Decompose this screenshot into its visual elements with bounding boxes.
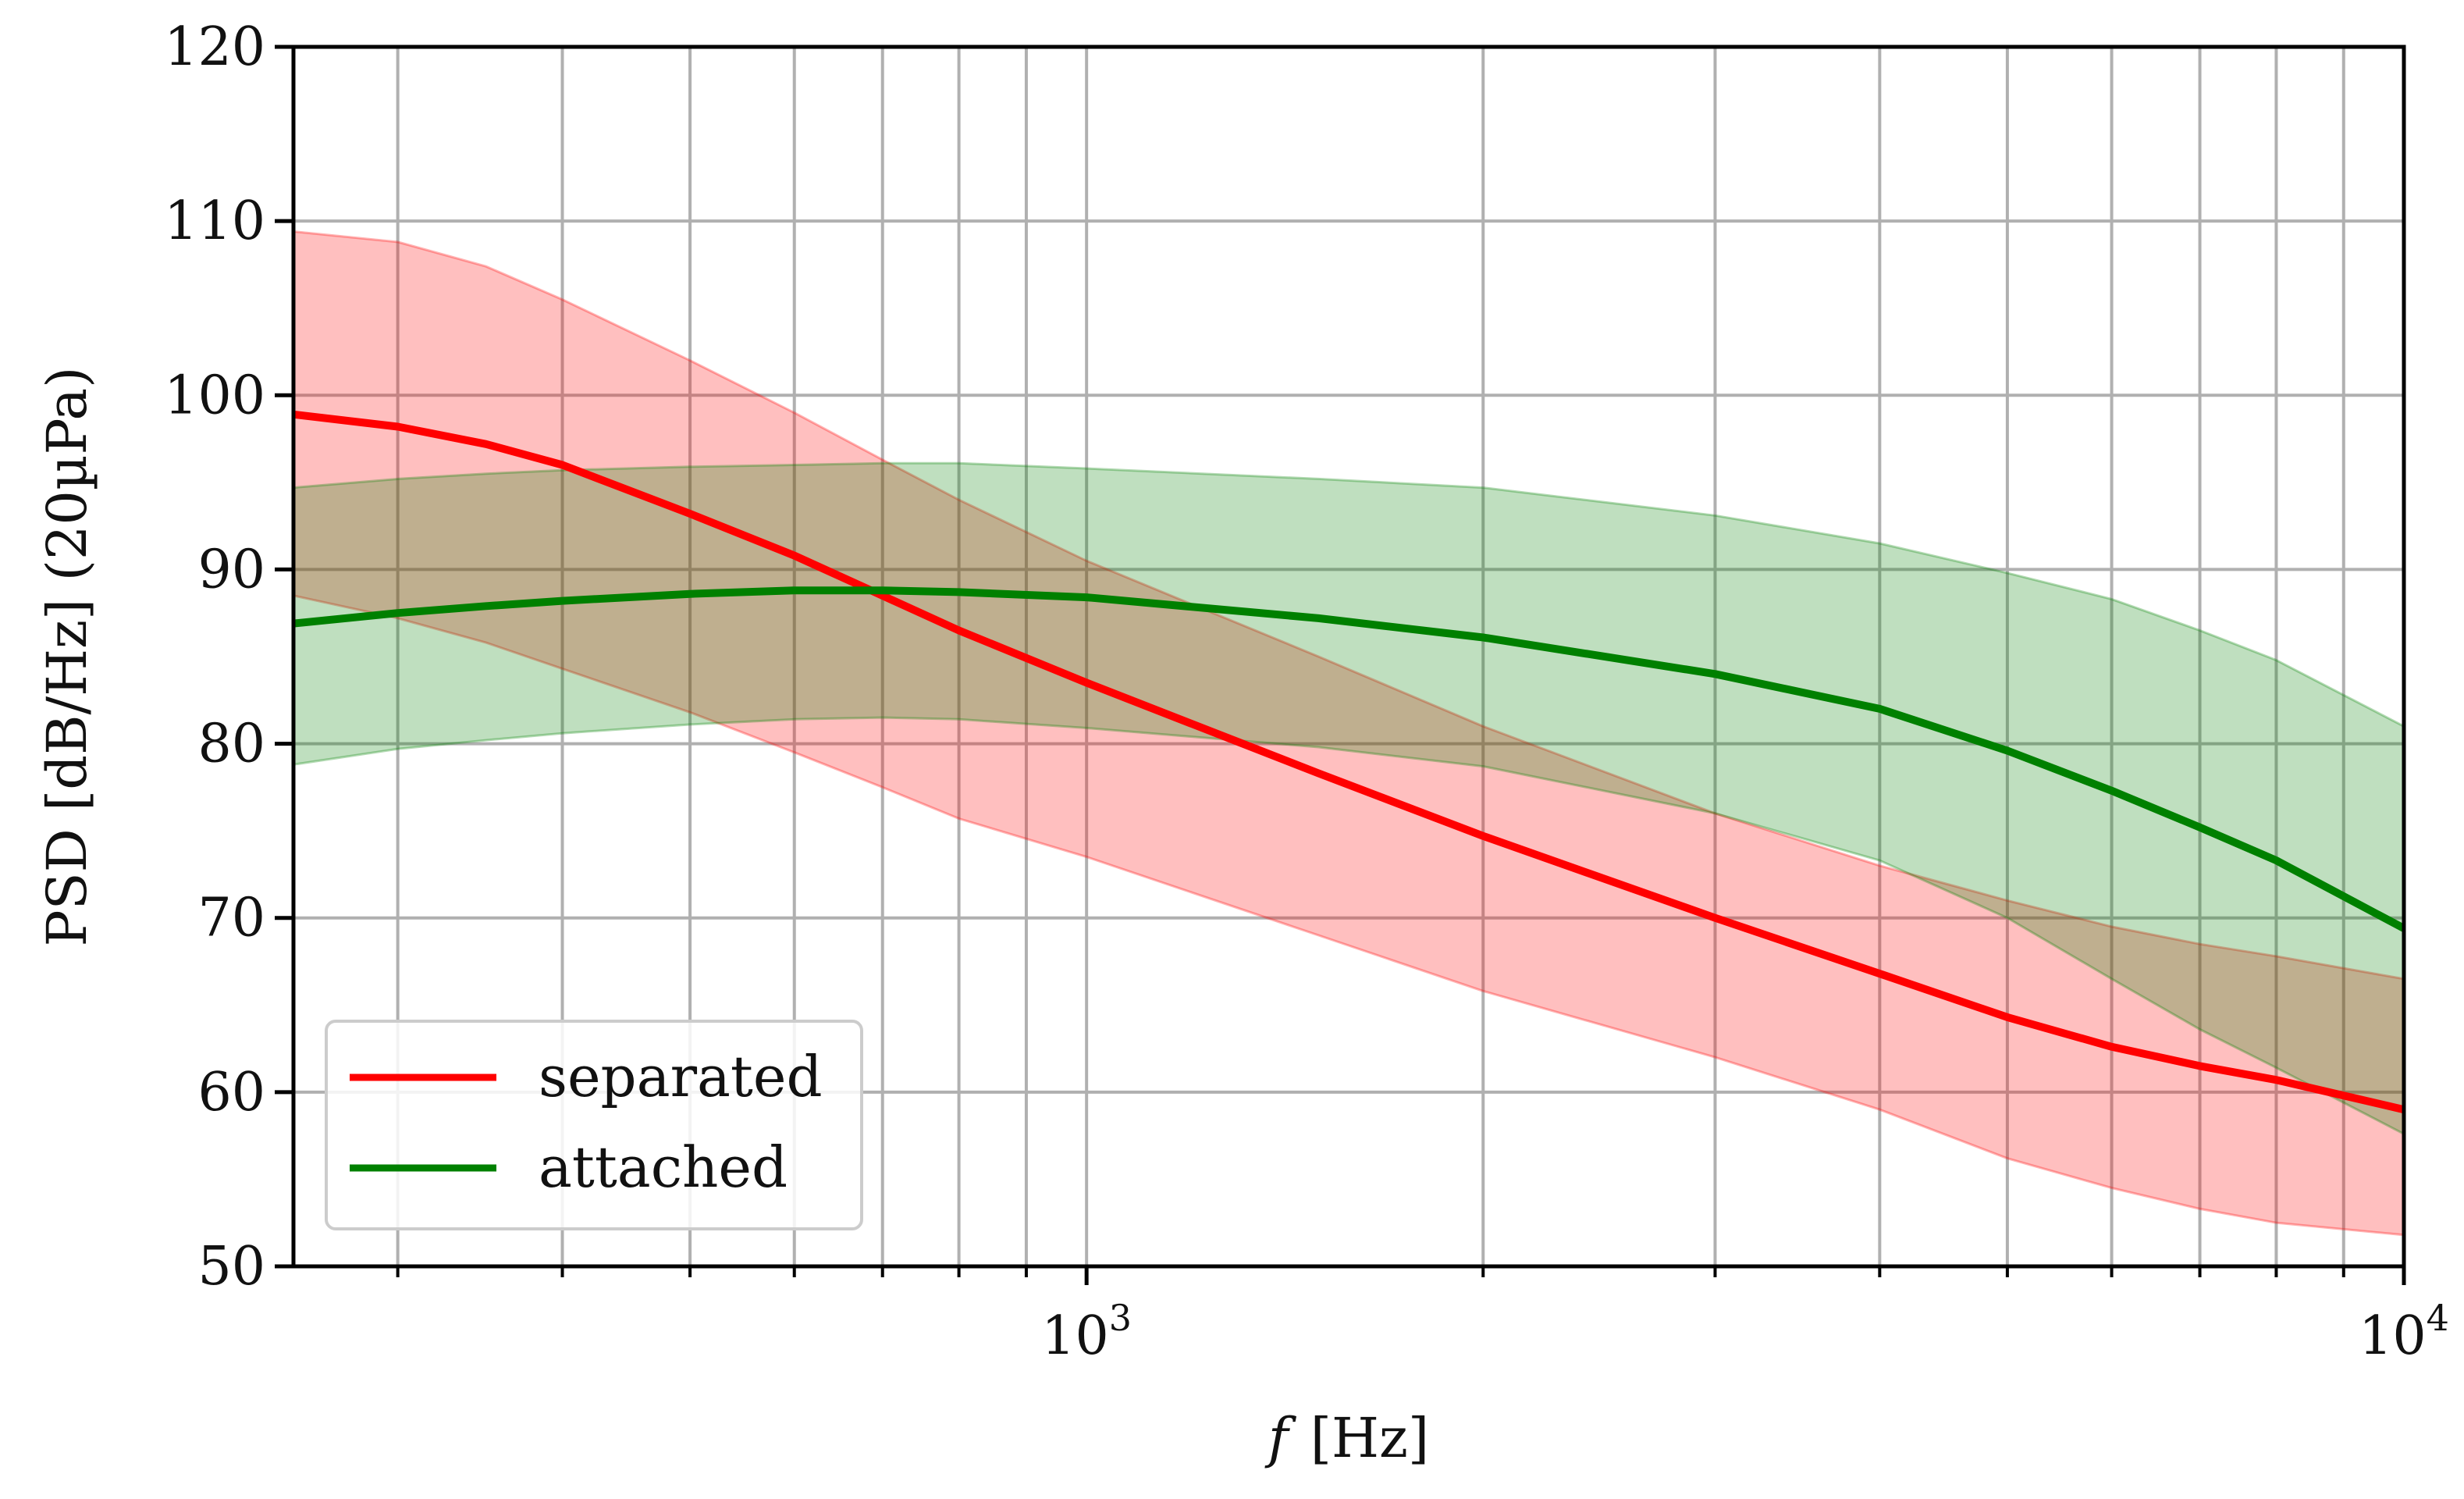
legend-label-separated: separated [539,1044,823,1109]
y-tick-label: 60 [197,1062,265,1123]
y-axis-label: PSD [dB/Hz] (20µPa) [35,367,99,947]
x-tick-label-base: 10 [1041,1305,1109,1367]
legend: separated attached [325,1020,863,1230]
grid [293,45,2405,1268]
series-lines [293,410,2406,1114]
x-tick-label-exponent: 4 [2427,1297,2449,1339]
y-tick-label: 100 [164,365,265,426]
x-tick-label: 103 [1041,1297,1132,1367]
y-tick-label: 110 [164,190,265,252]
x-tick-label-base: 10 [2359,1305,2427,1367]
legend-frame [325,1020,863,1230]
y-tick-label: 80 [197,714,265,775]
line-attached [293,586,2406,932]
x-tick-label: 104 [2359,1297,2449,1367]
x-tick-label-exponent: 3 [1109,1297,1132,1339]
legend-label-attached: attached [539,1134,788,1200]
x-axis-label-unit: [Hz] [1310,1406,1430,1470]
y-tick-label: 50 [197,1236,265,1298]
y-tick-label: 70 [197,888,265,949]
plot-frame [291,45,2406,1269]
y-tick-label: 120 [164,16,265,78]
line-separated [293,410,2405,1114]
y-tick-label: 90 [197,539,265,600]
